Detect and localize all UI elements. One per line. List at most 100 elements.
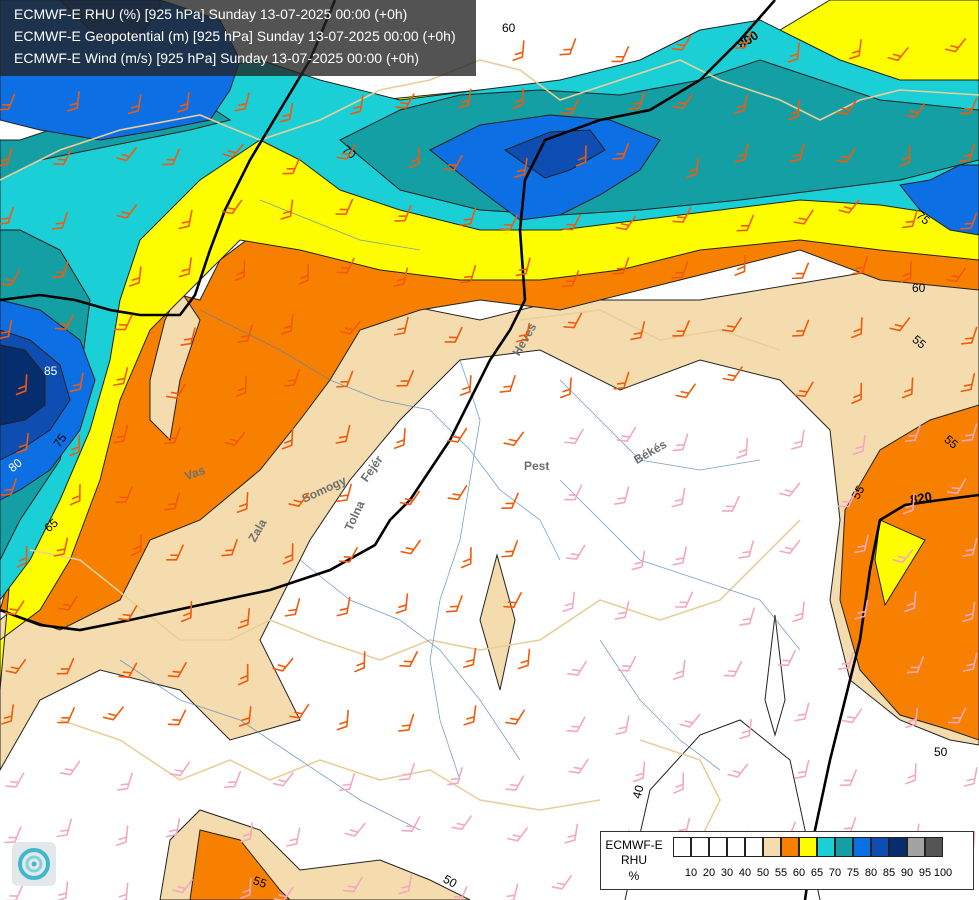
wind-barb: [836, 147, 856, 163]
wind-barb: [792, 601, 805, 623]
legend-swatch: [673, 837, 691, 857]
wind-barb: [559, 38, 577, 56]
legend-swatch: [763, 837, 781, 857]
wind-barb: [515, 322, 531, 343]
wind-barb: [672, 659, 686, 680]
wind-barb: [282, 157, 301, 175]
wind-barb: [836, 100, 857, 115]
wind-barb: [901, 377, 914, 399]
wind-barb: [734, 31, 752, 49]
wind-barb: [736, 214, 755, 232]
wind-barb: [671, 261, 689, 279]
wind-barb: [400, 539, 421, 555]
wind-barb: [335, 424, 351, 444]
wind-barb: [837, 491, 857, 508]
wind-barb: [69, 483, 81, 506]
legend-swatch: [817, 837, 835, 857]
wind-barb: [575, 145, 587, 167]
wind-barb: [515, 257, 531, 277]
title-rhu: ECMWF-E RHU (%) [925 hPa] Sunday 13-07-2…: [14, 6, 408, 22]
geopotential-800-contour-west: [0, 0, 337, 317]
wind-barb: [180, 327, 196, 346]
wind-barb: [904, 102, 926, 118]
wind-barb: [505, 709, 526, 725]
wind-barb: [905, 707, 919, 729]
wind-barb: [947, 707, 967, 724]
wind-barb: [671, 487, 686, 508]
wind-barb: [272, 657, 294, 672]
wind-barb: [459, 374, 472, 396]
wind-barb: [236, 491, 249, 514]
wind-barb: [512, 87, 524, 110]
wind-barb: [164, 492, 181, 511]
wind-barb: [0, 478, 17, 497]
legend-tick-label: 40: [738, 867, 752, 879]
wind-barb: [286, 827, 301, 847]
rhu-label-40-south: 40: [630, 783, 647, 800]
wind-barb: [444, 326, 463, 343]
wind-barb: [167, 709, 187, 726]
wind-barb: [671, 35, 692, 51]
wind-barb: [59, 760, 81, 776]
wind-barb: [399, 490, 421, 506]
wind-barb: [172, 879, 194, 894]
wind-barb: [66, 91, 80, 112]
wind-barb: [57, 707, 75, 724]
wind-barb: [162, 148, 180, 166]
wind-barb: [905, 763, 917, 785]
wind-barb: [5, 772, 25, 788]
wind-barb: [281, 428, 294, 450]
legend-unit: %: [628, 869, 640, 883]
geopotential-label-820: 820: [909, 489, 933, 508]
wind-barb: [904, 424, 921, 442]
wind-barb: [460, 264, 477, 284]
wind-barb: [613, 371, 630, 390]
wind-barb: [113, 424, 129, 444]
legend-swatch: [925, 837, 943, 857]
wind-barb: [613, 486, 630, 505]
wind-barb: [116, 772, 133, 791]
wind-barb: [630, 321, 646, 341]
wind-barb: [841, 708, 863, 724]
swirl-logo-icon: [18, 848, 50, 880]
wind-barb: [463, 705, 477, 726]
legend-tick-label: 75: [846, 867, 860, 879]
wind-barb: [632, 761, 646, 783]
wind-barb: [398, 762, 416, 781]
wind-barb: [507, 827, 529, 842]
wind-barb: [451, 815, 472, 831]
legend-tick-label: 60: [792, 867, 806, 879]
wind-barb: [564, 484, 583, 501]
wind-barb: [962, 652, 978, 672]
wind-barb: [686, 157, 699, 178]
rhu-50-contour-south: [624, 719, 821, 900]
legend-swatch: [709, 837, 727, 857]
wind-barb: [848, 38, 862, 60]
wind-barb: [723, 660, 743, 677]
wind-barb: [564, 823, 579, 844]
wind-barb: [787, 99, 801, 121]
wind-barb: [223, 770, 242, 788]
wind-barb: [733, 94, 748, 114]
wind-barb: [128, 266, 142, 287]
legend-swatch: [691, 837, 709, 857]
wind-barb: [240, 822, 254, 843]
rhu-60-orange-sw: [189, 829, 291, 900]
wind-barb: [460, 546, 472, 569]
wind-barb: [102, 706, 124, 721]
wind-barb: [178, 209, 193, 230]
wind-barb: [614, 600, 630, 620]
wind-barb: [672, 433, 689, 452]
wind-barb: [237, 607, 250, 629]
legend-swatch: [835, 837, 853, 857]
wind-barb: [679, 713, 701, 728]
wind-barb: [53, 149, 72, 166]
wind-barb: [675, 383, 696, 399]
wind-barb: [503, 883, 519, 900]
wind-barb: [0, 206, 14, 225]
wind-barb: [338, 546, 358, 563]
geopotential-800-contour: [0, 0, 776, 632]
wind-barb: [561, 270, 580, 287]
legend-swatch: [853, 837, 871, 857]
